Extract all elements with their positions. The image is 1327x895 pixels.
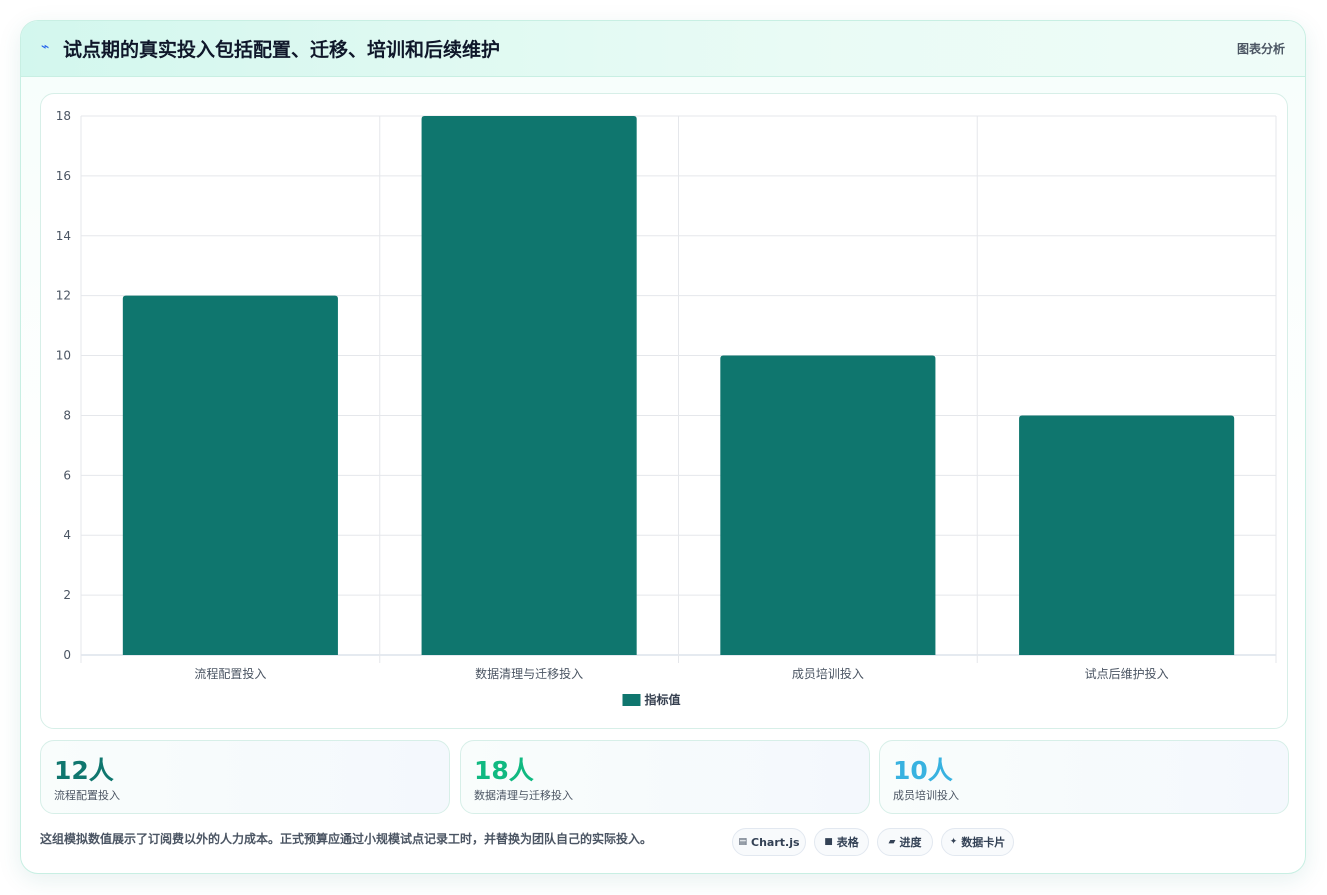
- y-tick-label: 6: [63, 468, 71, 482]
- table-icon: ■: [824, 837, 833, 847]
- y-tick-label: 0: [63, 648, 71, 662]
- bar-chart: 0 2 4 6 8 10 12 14 16 18 流程配置投入 数据清理与迁移投入 成员培训投入 试点后维…: [56, 109, 1277, 707]
- legend-label: 指标值: [645, 692, 681, 707]
- trend-icon: ⌁: [41, 39, 50, 55]
- stat-card: 10人 成员培训投入: [879, 740, 1289, 814]
- y-tick-label: 8: [63, 408, 71, 422]
- bar: [421, 116, 637, 655]
- bar: [720, 355, 936, 655]
- bar: [1019, 415, 1235, 655]
- card-header: ⌁ 试点期的真实投入包括配置、迁移、培训和后续维护 图表分析: [21, 21, 1305, 77]
- x-tick-label: 流程配置投入: [194, 666, 266, 681]
- progress-icon: ▰: [888, 837, 896, 847]
- stat-value: 10人: [893, 756, 953, 785]
- stat-card: 18人 数据清理与迁移投入: [460, 740, 870, 814]
- y-tick-label: 16: [56, 169, 71, 183]
- chart-card: ⌁ 试点期的真实投入包括配置、迁移、培训和后续维护 图表分析 0 2 4 6 8 10 12…: [20, 20, 1306, 874]
- stat-card: 12人 流程配置投入: [40, 740, 450, 814]
- chart-panel: 0 2 4 6 8 10 12 14 16 18 流程配置投入 数据清理与迁移投入 成员培训投入 试点后维…: [40, 93, 1288, 729]
- page-title: 试点期的真实投入包括配置、迁移、培训和后续维护: [63, 39, 501, 61]
- x-tick-label: 成员培训投入: [792, 666, 864, 681]
- y-tick-label: 2: [63, 588, 71, 602]
- pill-table[interactable]: ■ 表格: [814, 828, 869, 856]
- chart-analysis-link[interactable]: 图表分析: [1236, 42, 1285, 56]
- x-tick-label: 试点后维护投入: [1085, 666, 1169, 681]
- footnote: 这组模拟数值展示了订阅费以外的人力成本。正式预算应通过小规模试点记录工时，并替换…: [40, 832, 653, 846]
- y-tick-label: 12: [56, 289, 71, 303]
- pill-label: 进度: [899, 836, 922, 849]
- y-tick-label: 14: [56, 229, 71, 243]
- pill-label: 数据卡片: [961, 836, 1006, 849]
- pill-label: Chart.js: [751, 835, 800, 849]
- pill-chartjs[interactable]: ▤ Chart.js: [732, 828, 806, 856]
- x-tick-label: 数据清理与迁移投入: [475, 666, 583, 681]
- y-tick-label: 4: [63, 528, 71, 542]
- legend-swatch: [622, 694, 641, 706]
- stat-value: 12人: [54, 756, 114, 785]
- bar: [122, 295, 338, 655]
- sparkle-icon: ✦: [949, 837, 958, 847]
- y-tick-label: 10: [56, 349, 71, 363]
- stat-label: 流程配置投入: [54, 789, 120, 802]
- stat-value: 18人: [474, 756, 534, 785]
- y-tick-label: 18: [56, 109, 71, 123]
- pill-progress[interactable]: ▰ 进度: [877, 828, 933, 856]
- pill-data-card[interactable]: ✦ 数据卡片: [941, 828, 1014, 856]
- chart-icon: ▤: [738, 837, 747, 847]
- stat-label: 数据清理与迁移投入: [474, 789, 573, 802]
- stat-label: 成员培训投入: [893, 789, 959, 802]
- pill-label: 表格: [836, 836, 859, 849]
